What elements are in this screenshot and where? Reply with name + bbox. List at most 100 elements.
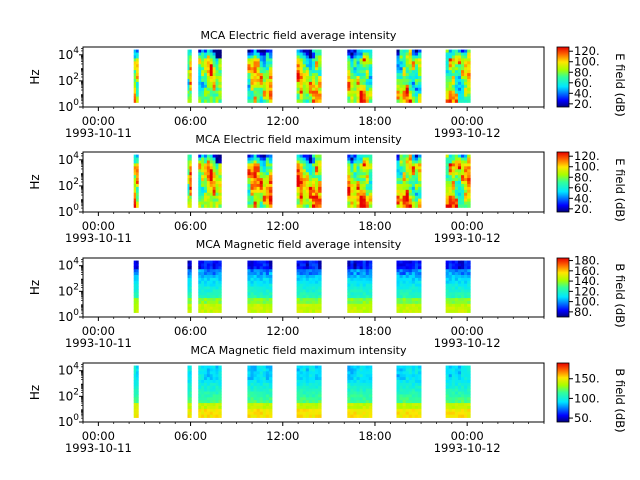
spectrogram-cell <box>417 49 422 53</box>
spectrogram-cell <box>396 289 400 293</box>
spectrogram-cell <box>396 166 400 170</box>
spectrogram-cell <box>187 374 190 378</box>
spectrogram-cell <box>136 99 139 103</box>
spectrogram-cell <box>414 295 419 299</box>
spectrogram-cell <box>318 160 322 164</box>
spectrogram-cell <box>201 403 205 407</box>
spectrogram-cell <box>350 81 354 86</box>
spectrogram-cell <box>368 298 373 302</box>
spectrogram-cell <box>268 266 273 270</box>
spectrogram-cell <box>206 192 211 197</box>
spectrogram-cell <box>305 414 310 418</box>
spectrogram-cell <box>133 403 137 407</box>
spectrogram-cell <box>467 90 471 95</box>
spectrogram-cell <box>315 277 319 282</box>
spectrogram-cell <box>467 154 471 158</box>
spectrogram-cell <box>359 84 364 89</box>
spectrogram-cell <box>408 289 413 293</box>
spectrogram-cell <box>133 78 137 83</box>
spectrogram-cell <box>411 377 416 381</box>
spectrogram-cell <box>256 309 261 313</box>
spectrogram-cell <box>256 99 261 103</box>
spectrogram-cell <box>250 306 254 311</box>
spectrogram-cell <box>402 186 407 191</box>
spectrogram-cell <box>417 58 422 62</box>
spectrogram-cell <box>318 49 322 53</box>
spectrogram-cell <box>350 52 354 56</box>
spectrogram-cell <box>296 87 301 92</box>
spectrogram-cell <box>201 198 205 202</box>
spectrogram-cell <box>405 87 410 92</box>
spectrogram-cell <box>457 204 462 208</box>
spectrogram-cell <box>402 49 407 53</box>
spectrogram-cell <box>318 76 322 80</box>
spectrogram-cell <box>457 405 462 410</box>
spectrogram-cell <box>218 52 222 56</box>
spectrogram-cell <box>448 87 453 92</box>
spectrogram-cell <box>318 78 322 83</box>
spectrogram-cell <box>268 385 273 390</box>
spectrogram-cell <box>368 374 373 378</box>
spectrogram-cell <box>448 201 453 205</box>
spectrogram-cell <box>299 90 304 95</box>
spectrogram-cell <box>305 269 310 273</box>
spectrogram-cell <box>133 169 137 173</box>
spectrogram-cell <box>362 382 367 387</box>
spectrogram-cell <box>454 195 459 200</box>
spectrogram-cell <box>302 198 307 202</box>
spectrogram-cell <box>136 298 139 302</box>
spectrogram-cell <box>311 195 316 200</box>
spectrogram-cell <box>353 368 357 372</box>
spectrogram-cell <box>461 163 465 167</box>
spectrogram-cell <box>247 300 251 305</box>
spectrogram-cell <box>414 96 419 100</box>
spectrogram-cell <box>305 391 310 395</box>
spectrogram-cell <box>402 414 407 418</box>
spectrogram-cell <box>305 181 310 185</box>
spectrogram-cell <box>408 169 413 173</box>
spectrogram-cell <box>215 403 219 407</box>
spectrogram-cell <box>198 49 202 53</box>
spectrogram-cell <box>365 198 370 202</box>
spectrogram-cell <box>318 181 322 185</box>
spectrogram-cell <box>206 166 211 170</box>
spectrogram-cell <box>247 371 251 375</box>
spectrogram-cell <box>467 298 471 302</box>
spectrogram-cell <box>262 303 267 308</box>
spectrogram-cell <box>296 61 301 65</box>
spectrogram-cell <box>206 289 211 293</box>
spectrogram-cell <box>399 295 404 299</box>
spectrogram-cell <box>201 298 205 302</box>
spectrogram-cell <box>353 306 357 311</box>
spectrogram-cell <box>206 298 211 302</box>
spectrogram-cell <box>206 70 211 74</box>
spectrogram-cell <box>209 154 214 158</box>
spectrogram-cell <box>411 263 416 267</box>
spectrogram-cell <box>215 394 219 398</box>
spectrogram-cell <box>308 388 313 392</box>
spectrogram-cell <box>250 204 254 208</box>
spectrogram-cell <box>399 166 404 170</box>
spectrogram-cell <box>256 303 261 308</box>
spectrogram-cell <box>201 73 205 77</box>
spectrogram-cell <box>218 195 222 200</box>
spectrogram-cell <box>308 274 313 279</box>
spectrogram-cell <box>250 368 254 372</box>
spectrogram-cell <box>457 166 462 170</box>
spectrogram-cell <box>405 76 410 80</box>
spectrogram-cell <box>259 260 264 264</box>
spectrogram-cell <box>209 172 214 176</box>
spectrogram-cell <box>209 96 214 100</box>
spectrogram-cell <box>356 93 360 97</box>
spectrogram-cell <box>408 263 413 267</box>
spectrogram-cell <box>461 154 465 158</box>
spectrogram-cell <box>247 394 251 398</box>
spectrogram-cell <box>259 76 264 80</box>
spectrogram-cell <box>350 73 354 77</box>
spectrogram-cell <box>411 306 416 311</box>
spectrogram-cell <box>365 183 370 188</box>
spectrogram-cell <box>189 374 192 378</box>
spectrogram-cell <box>206 405 211 410</box>
spectrogram-cell <box>362 157 367 161</box>
spectrogram-cell <box>318 93 322 97</box>
